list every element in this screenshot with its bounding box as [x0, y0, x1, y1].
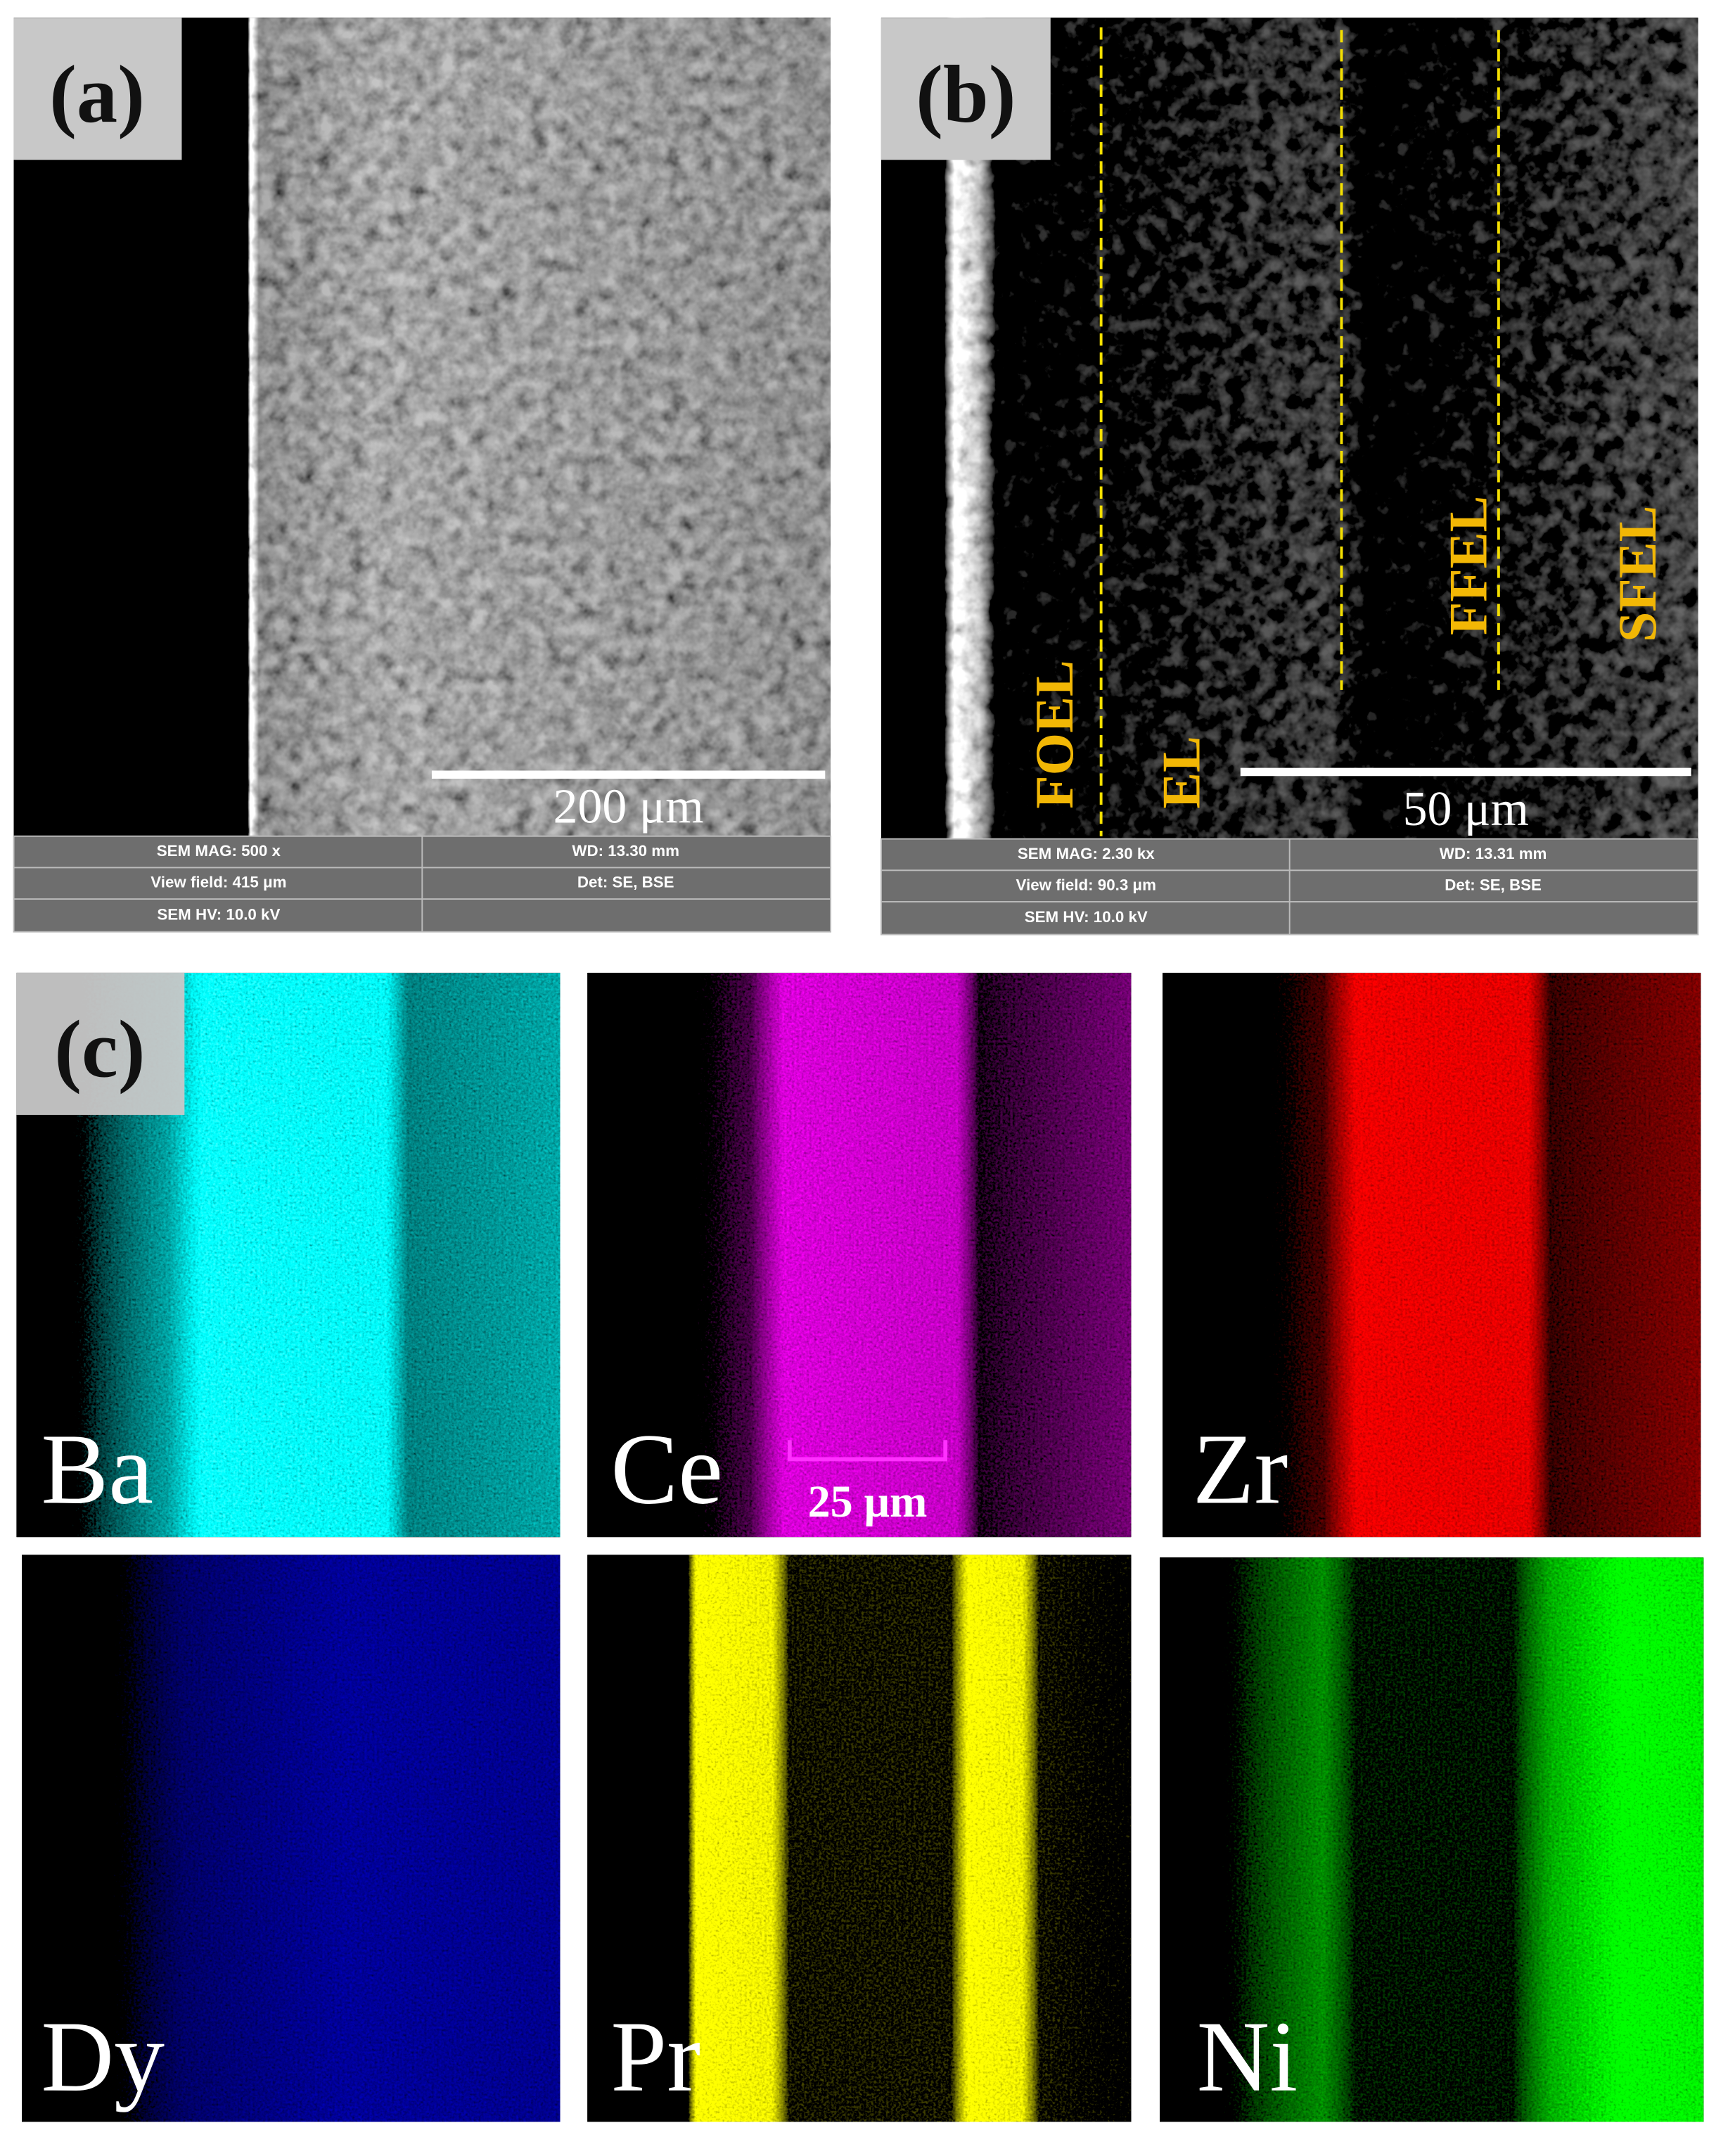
label-box — [13, 18, 182, 160]
info-cell: SEM MAG: 500 x — [157, 842, 281, 860]
panel-label: (c) — [54, 1004, 145, 1095]
layer-label: SFEL — [1607, 506, 1667, 642]
element-label: Ce — [610, 1414, 723, 1526]
eds-map — [1160, 1557, 1704, 2122]
element-label: Zr — [1193, 1414, 1288, 1526]
label-box — [881, 18, 1051, 160]
scale-label: 25 μm — [808, 1476, 928, 1526]
panel-label: (b) — [916, 49, 1016, 140]
element-label: Ba — [41, 1414, 153, 1526]
eds-map — [1163, 972, 1701, 1538]
panel-c: (c) Ba Ce Zr Dy Pr Ni 25 μm — [16, 972, 1704, 2122]
panel-label: (a) — [49, 49, 145, 140]
info-cell: WD: 13.31 mm — [1440, 845, 1547, 862]
eds-map — [587, 972, 1132, 1538]
layer-label: EL — [1151, 736, 1211, 809]
scale-label: 50 μm — [1403, 782, 1529, 836]
element-label: Ni — [1197, 2001, 1298, 2113]
panel-b: (b) FOEL EL FFEL SFEL 50 μm SEM MAG: 2.3… — [880, 18, 1699, 936]
info-cell: SEM MAG: 2.30 kx — [1018, 845, 1155, 862]
element-label: Pr — [610, 2001, 700, 2113]
info-cell: SEM HV: 10.0 kV — [1025, 908, 1148, 926]
info-cell: View field: 90.3 μm — [1016, 876, 1156, 894]
eds-map — [22, 1555, 561, 2122]
scale-label: 200 μm — [553, 779, 703, 834]
layer-label: FFEL — [1438, 496, 1498, 636]
info-cell: View field: 415 μm — [151, 874, 286, 891]
layer-label: FOEL — [1024, 660, 1084, 809]
info-cell: WD: 13.30 mm — [572, 842, 679, 860]
eds-map — [587, 1555, 1132, 2122]
panel-a: (a) 200 μm SEM MAG: 500 x WD: 13.30 mm V… — [13, 18, 832, 933]
layer-boundaries — [1099, 27, 1500, 836]
label-box — [16, 972, 185, 1115]
info-cell: SEM HV: 10.0 kV — [157, 905, 280, 923]
info-cell: Det: SE, BSE — [577, 874, 674, 891]
element-label: Dy — [41, 2001, 165, 2113]
info-cell: Det: SE, BSE — [1445, 876, 1542, 894]
scale-bar — [787, 1440, 948, 1462]
